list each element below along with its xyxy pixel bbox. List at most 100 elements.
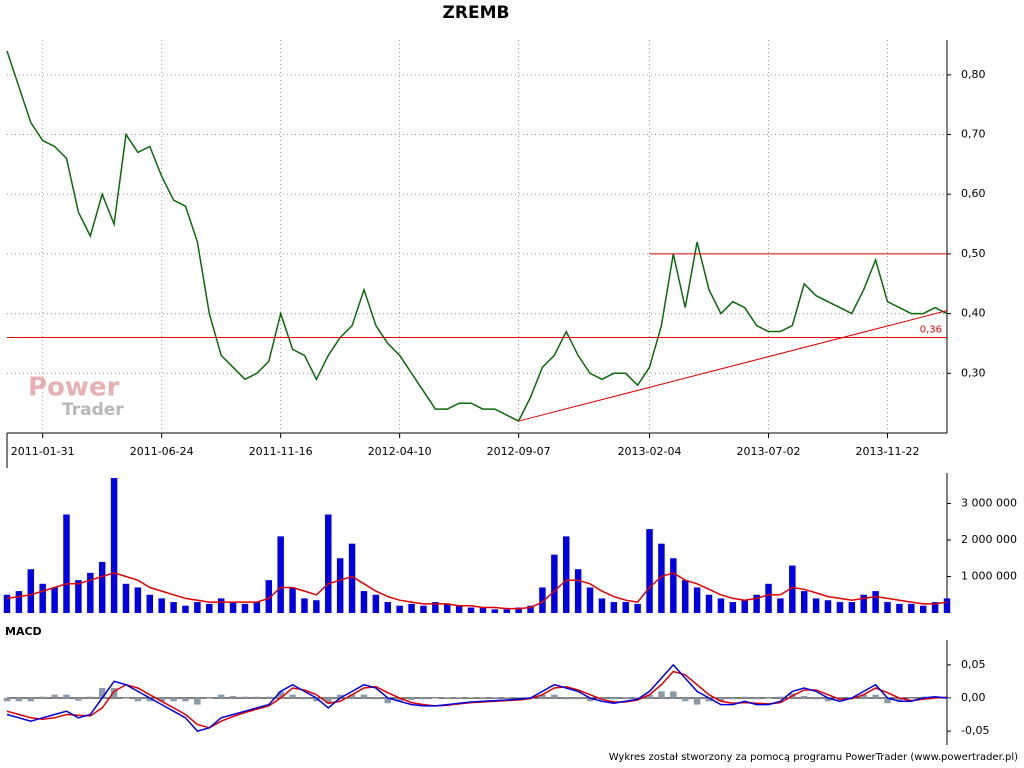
bar <box>634 697 641 698</box>
bar <box>836 602 844 613</box>
bar <box>336 558 344 613</box>
y-tick-label: 0,40 <box>961 307 986 320</box>
bar <box>313 697 320 702</box>
bar <box>301 697 308 700</box>
bar <box>479 607 487 613</box>
bar <box>634 603 641 613</box>
bar <box>27 569 35 613</box>
bar <box>777 696 784 698</box>
bar <box>563 697 570 700</box>
bar <box>134 587 142 613</box>
bar <box>551 694 558 698</box>
bar <box>539 694 546 698</box>
trend-line <box>518 310 948 422</box>
bar <box>182 697 189 702</box>
bar <box>812 697 820 700</box>
bar <box>420 605 427 613</box>
y-tick-label: 1 000 000 <box>961 570 1017 583</box>
bar <box>563 536 570 613</box>
bar <box>872 591 879 613</box>
bar <box>753 697 760 700</box>
bar <box>860 694 867 698</box>
bar <box>467 697 475 698</box>
bar <box>348 694 356 698</box>
bar <box>729 697 737 700</box>
bar <box>289 694 296 698</box>
bar <box>134 697 142 702</box>
bar <box>241 603 249 613</box>
bar <box>206 603 213 613</box>
bar <box>789 565 796 613</box>
bar <box>253 696 261 698</box>
bar <box>158 598 165 613</box>
bar <box>360 694 368 698</box>
bar <box>848 602 856 613</box>
bar <box>598 598 606 613</box>
x-tick-label: 2012-04-10 <box>368 445 432 458</box>
bar <box>670 558 677 613</box>
bar <box>194 602 201 613</box>
bar <box>336 694 344 698</box>
bar <box>551 554 558 613</box>
bar <box>741 696 748 698</box>
bar <box>931 602 939 613</box>
bar <box>824 697 832 702</box>
bar <box>824 600 832 613</box>
y-tick-label: 0,30 <box>961 366 986 379</box>
bar <box>146 594 154 613</box>
bar <box>182 605 189 613</box>
bar <box>170 602 177 613</box>
bar <box>455 697 463 698</box>
bar <box>884 602 891 613</box>
bar <box>408 603 415 613</box>
bar <box>277 536 284 613</box>
bar <box>87 696 94 698</box>
bar <box>384 602 391 613</box>
watermark: Trader <box>62 400 124 420</box>
bar <box>372 697 380 700</box>
y-tick-label: 0,60 <box>961 187 986 200</box>
bar <box>574 569 582 613</box>
bar <box>574 697 582 700</box>
x-tick-label: 2013-07-02 <box>737 445 801 458</box>
bar <box>63 694 70 698</box>
bar <box>229 602 237 613</box>
bar <box>348 543 356 613</box>
bar <box>681 697 689 702</box>
bar <box>3 594 11 613</box>
y-tick-label: -0,05 <box>961 724 989 737</box>
bar <box>75 697 82 701</box>
bar <box>170 697 177 702</box>
bar <box>39 583 46 613</box>
x-tick-label: 2013-02-04 <box>618 445 682 458</box>
bar <box>800 695 808 698</box>
bar <box>908 697 915 699</box>
bar <box>503 609 510 613</box>
bar <box>515 607 522 613</box>
bar <box>122 697 130 699</box>
x-tick-label: 2011-06-24 <box>130 445 194 458</box>
bar <box>753 594 760 613</box>
bar <box>206 697 213 699</box>
bar <box>943 697 951 699</box>
bar <box>372 594 380 613</box>
bar <box>87 572 94 613</box>
bar <box>325 697 332 703</box>
bar <box>241 696 249 698</box>
bar <box>515 697 522 698</box>
bar <box>420 697 427 700</box>
bar <box>289 587 296 613</box>
bar <box>265 580 273 613</box>
bar <box>301 598 308 613</box>
bar <box>705 594 713 613</box>
bar <box>812 598 820 613</box>
bar <box>63 514 70 613</box>
bar <box>122 583 130 613</box>
bar <box>503 697 510 698</box>
bar <box>681 580 689 613</box>
bar <box>277 691 284 698</box>
x-tick-label: 2011-11-16 <box>249 445 313 458</box>
series-line <box>6 663 948 732</box>
